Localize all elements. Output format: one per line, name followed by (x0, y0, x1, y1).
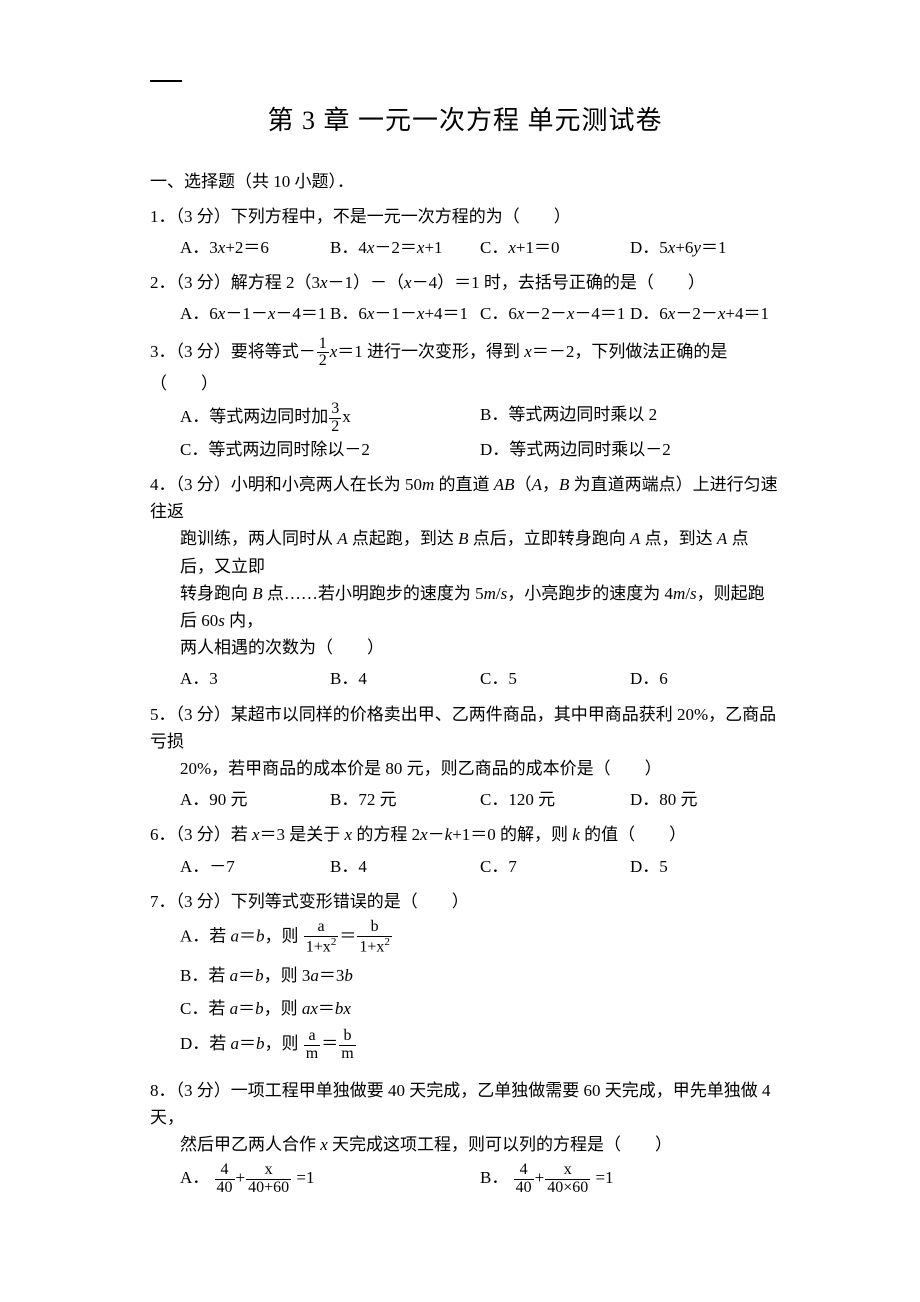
exam-title: 第 3 章 一元一次方程 单元测试卷 (150, 100, 780, 142)
q4-l4: 两人相遇的次数为（ ） (150, 634, 780, 661)
header-rule (150, 80, 182, 82)
frac-b-over-m-icon: bm (339, 1028, 355, 1063)
q5-l1: 5．（3 分）某超市以同样的价格卖出甲、乙两件商品，其中甲商品获利 20%，乙商… (150, 701, 780, 755)
frac-half-icon: 12 (317, 336, 329, 371)
q3-opt-c: C．等式两边同时除以－2 (180, 436, 480, 463)
frac-4-40-icon: 440 (215, 1162, 235, 1197)
q4-opt-c: C．5 (480, 665, 630, 692)
q6-stem: 6．（3 分）若 x＝3 是关于 x 的方程 2x－k+1＝0 的解，则 k 的… (150, 821, 780, 848)
q1-opt-d: D．5x+6y＝1 (630, 234, 780, 261)
question-6: 6．（3 分）若 x＝3 是关于 x 的方程 2x－k+1＝0 的解，则 k 的… (150, 821, 780, 879)
q8-a-eq: =1 (292, 1169, 314, 1188)
q3-options: A．等式两边同时加32x B．等式两边同时乘以 2 C．等式两边同时除以－2 D… (150, 401, 780, 463)
q3-stem: 3．（3 分）要将等式－12x＝1 进行一次变形，得到 x＝－2，下列做法正确的… (150, 336, 780, 398)
question-8: 8．（3 分）一项工程甲单独做要 40 天完成，乙单独做需要 60 天完成，甲先… (150, 1077, 780, 1197)
q7-opt-a: A．若 a＝b，则 a1+x2＝b1+x2 (180, 919, 780, 956)
question-4: 4．（3 分）小明和小亮两人在长为 50m 的直道 AB（A，B 为直道两端点）… (150, 471, 780, 693)
q1-opt-d-text: D．5x+6y＝1 (630, 238, 726, 257)
q8-l2: 然后甲乙两人合作 x 天完成这项工程，则可以列的方程是（ ） (150, 1131, 780, 1158)
q1-opt-b-text: B．4x－2＝x+1 (330, 238, 443, 257)
question-3: 3．（3 分）要将等式－12x＝1 进行一次变形，得到 x＝－2，下列做法正确的… (150, 336, 780, 464)
q8-a-label: A． (180, 1169, 209, 1188)
q4-opt-a: A．3 (180, 665, 330, 692)
q8-b-label: B． (480, 1169, 508, 1188)
q7-opt-c: C．若 a＝b，则 ax＝bx (180, 995, 780, 1022)
frac-b-over-1x2-icon: b1+x2 (357, 919, 392, 956)
q6-opt-a: A．－7 (180, 853, 330, 880)
q7-options: A．若 a＝b，则 a1+x2＝b1+x2 B．若 a＝b，则 3a＝3b C．… (150, 919, 780, 1069)
q5-opt-d: D．80 元 (630, 786, 780, 813)
q1-opt-a-text: A．3x+2＝6 (180, 238, 269, 257)
q4-opt-b: B．4 (330, 665, 480, 692)
q1-options: A．3x+2＝6 B．4x－2＝x+1 C．x+1＝0 D．5x+6y＝1 (150, 234, 780, 261)
q3-opt-d: D．等式两边同时乘以－2 (480, 436, 780, 463)
q3-opt-a-pre: A．等式两边同时加 (180, 408, 328, 427)
q2-opt-d: D．6x－2－x+4＝1 (630, 300, 780, 327)
q4-l3: 转身跑向 B 点……若小明跑步的速度为 5m/s，小亮跑步的速度为 4m/s，则… (150, 580, 780, 634)
q5-opt-c: C．120 元 (480, 786, 630, 813)
frac-a-over-m-icon: am (304, 1028, 320, 1063)
q8-b-eq: =1 (591, 1169, 613, 1188)
q5-opt-b: B．72 元 (330, 786, 480, 813)
q2-opt-c: C．6x－2－x－4＝1 (480, 300, 630, 327)
q8-l1: 8．（3 分）一项工程甲单独做要 40 天完成，乙单独做需要 60 天完成，甲先… (150, 1077, 780, 1131)
q3-opt-b: B．等式两边同时乘以 2 (480, 401, 780, 436)
frac-x-40p60-icon: x40+60 (246, 1162, 291, 1197)
q2-stem: 2．（3 分）解方程 2（3x－1）－（x－4）＝1 时，去括号正确的是（ ） (150, 269, 780, 296)
q5-l2: 20%，若甲商品的成本价是 80 元，则乙商品的成本价是（ ） (150, 755, 780, 782)
q7-stem: 7．（3 分）下列等式变形错误的是（ ） (150, 888, 780, 915)
section-1-heading: 一、选择题（共 10 小题）． (150, 168, 780, 195)
q8-opt-a: A． 440+x40+60 =1 (180, 1162, 480, 1197)
q1-opt-a: A．3x+2＝6 (180, 234, 330, 261)
question-2: 2．（3 分）解方程 2（3x－1）－（x－4）＝1 时，去括号正确的是（ ） … (150, 269, 780, 327)
q1-opt-c: C．x+1＝0 (480, 234, 630, 261)
q4-l2: 跑训练，两人同时从 A 点起跑，到达 B 点后，立即转身跑向 A 点，到达 A … (150, 525, 780, 579)
q1-opt-b: B．4x－2＝x+1 (330, 234, 480, 261)
q7-opt-b: B．若 a＝b，则 3a＝3b (180, 962, 780, 989)
q1-opt-c-text: C．x+1＝0 (480, 238, 559, 257)
frac-a-over-1x2-icon: a1+x2 (304, 919, 339, 956)
q5-options: A．90 元 B．72 元 C．120 元 D．80 元 (150, 786, 780, 813)
q4-options: A．3 B．4 C．5 D．6 (150, 665, 780, 692)
q6-options: A．－7 B．4 C．7 D．5 (150, 853, 780, 880)
q3-pre: 3．（3 分）要将等式－ (150, 342, 316, 361)
q4-opt-d: D．6 (630, 665, 780, 692)
q1-stem: 1．（3 分）下列方程中，不是一元一次方程的为（ ） (150, 203, 780, 230)
q2-opt-b: B．6x－1－x+4＝1 (330, 300, 480, 327)
q3-opt-a: A．等式两边同时加32x (180, 401, 480, 436)
q5-opt-a: A．90 元 (180, 786, 330, 813)
question-1: 1．（3 分）下列方程中，不是一元一次方程的为（ ） A．3x+2＝6 B．4x… (150, 203, 780, 261)
q6-opt-c: C．7 (480, 853, 630, 880)
q8-options: A． 440+x40+60 =1 B． 440+x40×60 =1 (150, 1162, 780, 1197)
question-7: 7．（3 分）下列等式变形错误的是（ ） A．若 a＝b，则 a1+x2＝b1+… (150, 888, 780, 1069)
frac-4-40b-icon: 440 (514, 1162, 534, 1197)
q8-opt-b: B． 440+x40×60 =1 (480, 1162, 780, 1197)
q4-l1: 4．（3 分）小明和小亮两人在长为 50m 的直道 AB（A，B 为直道两端点）… (150, 471, 780, 525)
q2-options: A．6x－1－x－4＝1 B．6x－1－x+4＝1 C．6x－2－x－4＝1 D… (150, 300, 780, 327)
q2-opt-a: A．6x－1－x－4＝1 (180, 300, 330, 327)
exam-page: 第 3 章 一元一次方程 单元测试卷 一、选择题（共 10 小题）． 1．（3 … (0, 0, 920, 1265)
q6-opt-d: D．5 (630, 853, 780, 880)
q6-opt-b: B．4 (330, 853, 480, 880)
q7-opt-d: D．若 a＝b，则 am＝bm (180, 1028, 780, 1063)
question-5: 5．（3 分）某超市以同样的价格卖出甲、乙两件商品，其中甲商品获利 20%，乙商… (150, 701, 780, 814)
frac-threehalf-icon: 32 (329, 401, 341, 436)
frac-x-40x60-icon: x40×60 (545, 1162, 590, 1197)
